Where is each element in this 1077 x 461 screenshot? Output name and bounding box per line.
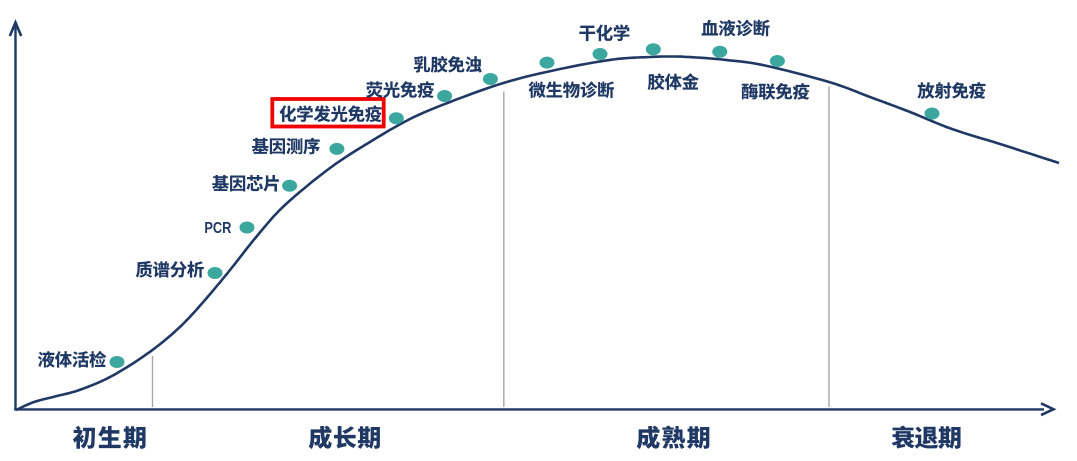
svg-text:PCR: PCR: [204, 220, 231, 237]
